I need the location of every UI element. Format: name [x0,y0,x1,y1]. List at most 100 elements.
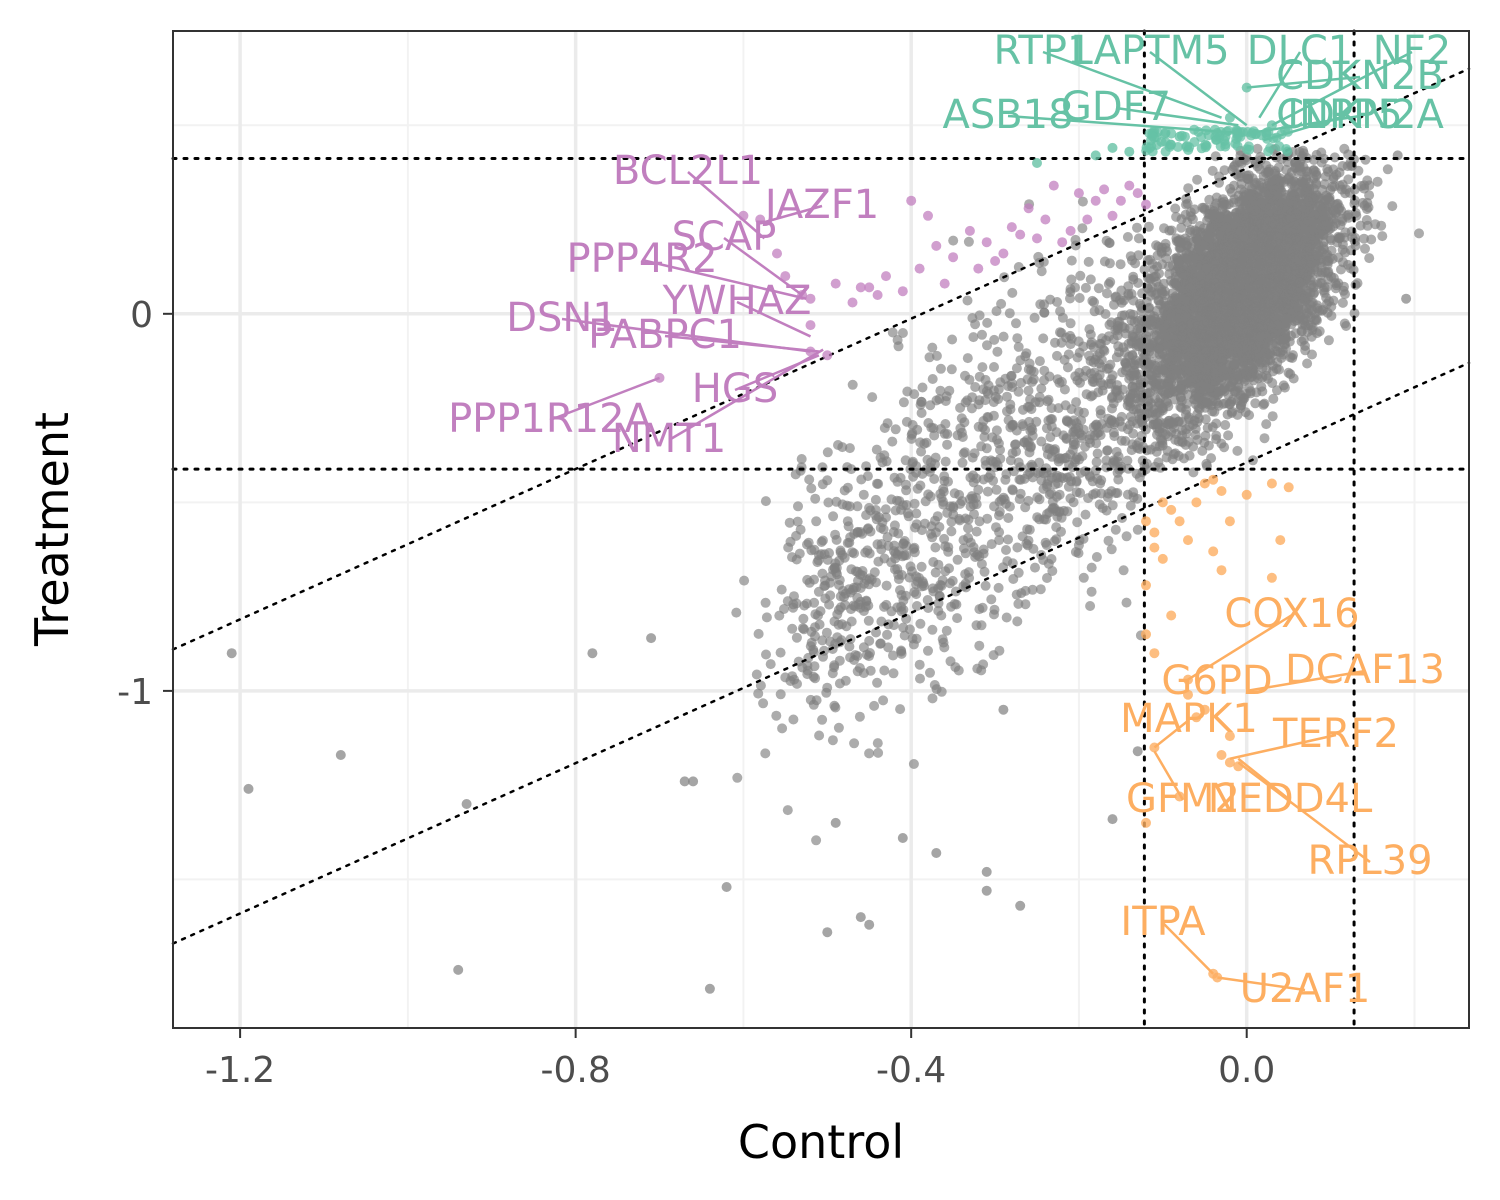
data-point [1320,223,1331,234]
data-point [1236,158,1247,169]
data-point [1266,230,1277,241]
data-point [1281,313,1292,324]
data-point [1085,601,1096,611]
data-point [1268,393,1279,404]
data-point [862,524,873,535]
data-point [1234,241,1244,252]
data-point [865,665,876,676]
data-point [994,645,1005,656]
data-point [1011,318,1021,329]
data-point [775,689,786,700]
data-point [1259,433,1270,444]
data-point [1359,233,1369,244]
data-point [1075,270,1086,281]
data-point [1233,171,1244,182]
data-point [872,677,883,688]
data-point [1327,181,1338,192]
data-point [887,436,898,447]
data-point [814,730,825,741]
data-point [1304,227,1315,238]
data-point [890,424,901,435]
data-point [1255,177,1266,188]
data-point [1176,384,1187,395]
data-point [852,651,863,661]
data-point [962,353,973,364]
data-point [1295,311,1306,322]
data-point [893,341,904,352]
data-point [1219,196,1230,207]
data-point [858,489,869,500]
data-point [888,650,898,661]
data-point [1308,209,1319,220]
data-point [1349,308,1360,319]
data-point [1323,256,1334,267]
data-point [1289,191,1299,201]
data-point [1223,389,1234,400]
data-point [1264,216,1275,227]
data-point [817,635,828,646]
data-point [1336,205,1347,216]
data-point [1370,219,1381,230]
data-point [1258,207,1269,218]
data-point [804,474,815,485]
data-point [1065,493,1076,504]
data-point [1087,376,1098,387]
data-point [864,635,875,646]
data-point [938,637,949,648]
data-point [931,350,942,361]
data-point [927,342,938,353]
data-point [1207,165,1218,176]
data-point [1283,173,1294,184]
data-point [1181,199,1191,210]
data-point [834,655,845,666]
data-point [1287,253,1298,264]
data-point [1029,312,1040,323]
data-point [1086,586,1097,597]
data-point [1311,249,1322,260]
data-point [1336,184,1347,195]
data-point [1283,367,1294,378]
data-point [1298,264,1309,275]
data-point [1257,372,1268,383]
data-point [941,625,952,636]
data-point [1065,318,1076,329]
data-point [1250,398,1261,409]
data-point [1337,297,1348,308]
data-point [732,772,743,783]
data-point [1052,297,1063,307]
background-points [226,143,1424,994]
data-point [897,328,908,338]
data-point [1349,198,1360,209]
data-point [1238,252,1249,263]
data-point [1337,244,1348,255]
data-point [960,447,970,458]
data-point [1149,311,1160,322]
data-point [1302,246,1313,257]
data-point [1214,177,1224,188]
data-point [1261,419,1272,430]
data-point [855,583,866,593]
data-point [1273,283,1284,294]
data-point [1080,282,1091,293]
data-point [817,462,828,473]
data-point [1007,382,1018,393]
data-point [1279,292,1290,303]
data-point [823,497,834,508]
data-point [976,559,987,569]
data-point [1311,218,1322,229]
data-point [1013,262,1024,272]
data-point [1272,357,1283,368]
data-point [1261,167,1271,178]
data-point [1056,526,1066,537]
data-point [1333,233,1344,244]
data-point [1200,393,1211,404]
data-point [791,598,802,609]
data-point [1309,262,1320,273]
data-point [1322,193,1333,203]
data-point [1343,212,1354,223]
data-point [1023,495,1034,506]
data-point [1059,384,1070,395]
data-point [798,613,809,624]
data-point [793,501,803,512]
data-point [1171,211,1182,222]
